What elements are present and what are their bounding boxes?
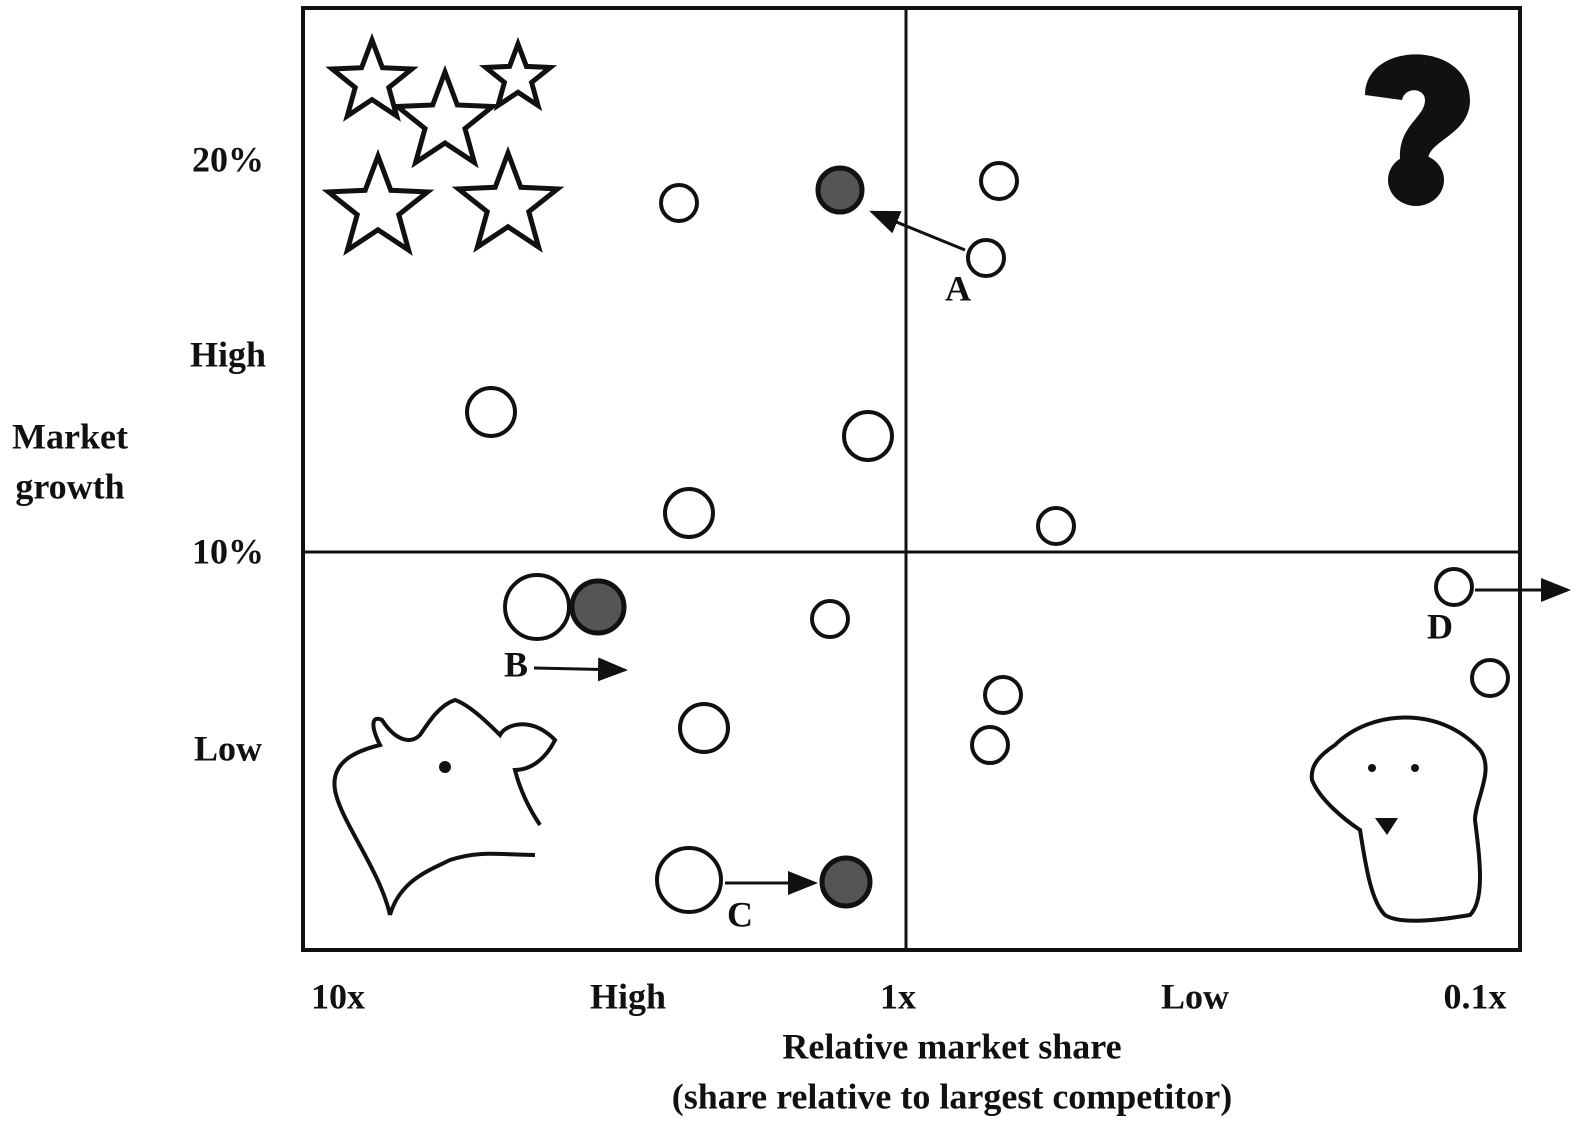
star [397, 72, 492, 163]
unit-circle [1038, 508, 1074, 544]
point-label: A [945, 268, 971, 308]
unit-circle [968, 240, 1004, 276]
unit-circle [505, 575, 569, 639]
question-mark-dot [1388, 154, 1444, 206]
arrow [872, 212, 965, 250]
dog-nose [1375, 818, 1398, 835]
x-label: High [590, 976, 666, 1016]
unit-circle [812, 601, 848, 637]
y-label: 20% [192, 139, 264, 179]
unit-circle [467, 388, 515, 436]
y-title: Market [12, 416, 128, 456]
dog-eye [1368, 764, 1376, 772]
x-label: 0.1x [1444, 976, 1507, 1016]
unit-circle [572, 581, 624, 633]
star [329, 156, 428, 250]
x-label: 1x [880, 976, 916, 1016]
y-label: 10% [192, 531, 264, 571]
point-label: C [727, 894, 753, 934]
unit-circle [981, 163, 1017, 199]
y-title: growth [15, 466, 124, 506]
y-label: Low [194, 728, 262, 768]
unit-circle [1472, 660, 1508, 696]
cow-icon [334, 700, 555, 915]
business-units [467, 163, 1508, 912]
unit-circle [661, 185, 697, 221]
x-subtitle: (share relative to largest competitor) [672, 1076, 1232, 1116]
x-title: Relative market share [782, 1026, 1121, 1066]
unit-circle [972, 727, 1008, 763]
unit-circle [665, 489, 713, 537]
point-label: D [1427, 606, 1453, 646]
star [486, 44, 551, 106]
y-label: High [190, 334, 266, 374]
bcg-matrix: Market growth 20% High 10% Low 10x High … [0, 0, 1577, 1130]
unit-circle [822, 858, 870, 906]
unit-circle [985, 677, 1021, 713]
unit-circle [818, 168, 862, 212]
dog-eye [1411, 764, 1419, 772]
dog-icon [1312, 718, 1486, 921]
x-label: 10x [311, 976, 365, 1016]
question-mark-icon [1365, 54, 1470, 160]
star [459, 153, 558, 247]
unit-circle [680, 704, 728, 752]
x-label: Low [1161, 976, 1229, 1016]
unit-circle [657, 848, 721, 912]
point-label: B [504, 644, 528, 684]
unit-circle [844, 412, 892, 460]
unit-circle [1436, 569, 1472, 605]
arrow [534, 668, 625, 670]
stars-icon [329, 40, 558, 250]
cow-eye [439, 761, 451, 773]
arrows [534, 212, 1568, 883]
matrix-frame [303, 8, 1520, 950]
